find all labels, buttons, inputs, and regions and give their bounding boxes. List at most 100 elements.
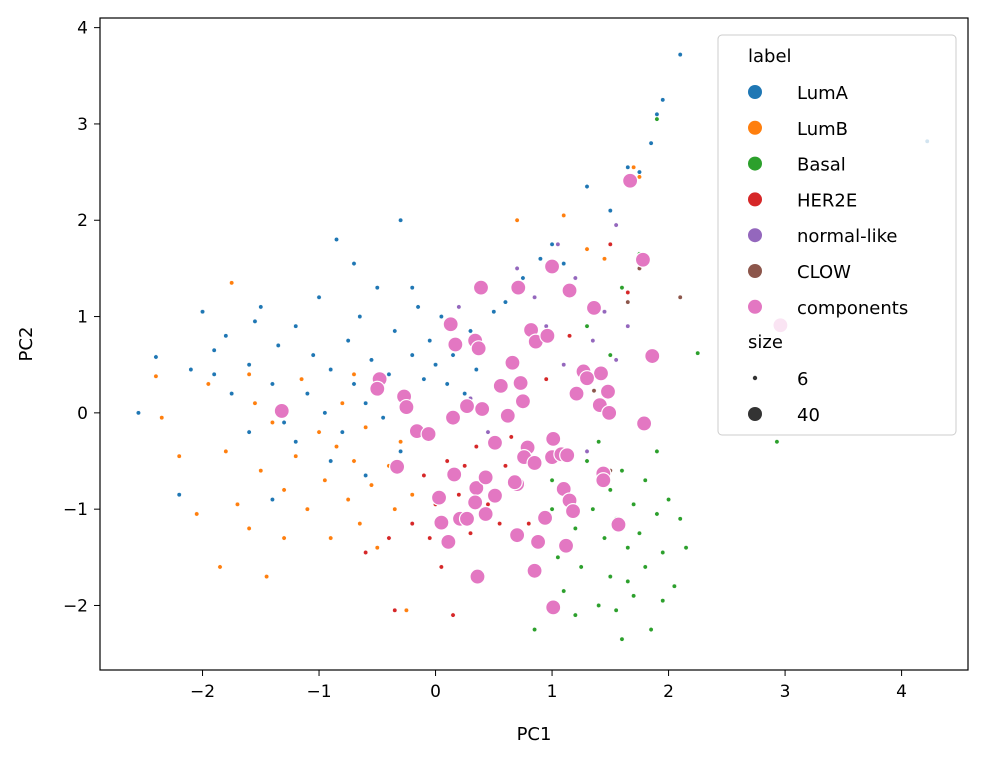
- data-point: [536, 509, 554, 526]
- x-tick-label: −1: [307, 682, 332, 702]
- data-point: [503, 463, 508, 469]
- data-point: [625, 299, 631, 305]
- data-point: [369, 357, 374, 363]
- data-point: [666, 497, 672, 502]
- data-point: [590, 338, 596, 344]
- data-point: [398, 439, 404, 445]
- x-tick-label: −2: [190, 682, 215, 702]
- data-point: [636, 530, 642, 536]
- data-point: [636, 415, 653, 432]
- data-point: [601, 404, 618, 421]
- data-point: [293, 323, 299, 329]
- data-point: [625, 323, 631, 329]
- legend-box: [717, 34, 957, 436]
- data-point: [468, 328, 473, 334]
- data-point: [595, 472, 612, 489]
- data-point: [642, 477, 648, 483]
- data-point: [450, 352, 456, 358]
- data-point: [510, 279, 527, 296]
- data-point: [503, 299, 508, 305]
- data-point: [447, 336, 464, 353]
- data-point: [520, 275, 526, 281]
- data-point: [420, 425, 437, 443]
- legend-label: normal-like: [797, 226, 897, 247]
- data-point: [602, 256, 607, 262]
- data-point: [473, 444, 479, 450]
- data-point: [671, 583, 677, 589]
- data-point: [211, 371, 217, 377]
- data-point: [491, 309, 497, 315]
- data-point: [258, 304, 264, 310]
- data-point: [526, 562, 543, 579]
- data-point: [462, 463, 468, 469]
- data-point: [351, 261, 357, 267]
- data-point: [176, 492, 182, 498]
- axes-frame: [99, 17, 969, 671]
- data-point: [246, 362, 252, 368]
- data-point: [636, 174, 642, 180]
- data-point: [421, 376, 427, 382]
- data-point: [660, 97, 666, 103]
- data-point: [246, 525, 252, 531]
- data-point: [269, 381, 275, 387]
- data-point: [438, 314, 444, 320]
- data-point: [557, 537, 575, 554]
- data-point: [607, 241, 613, 247]
- data-point: [458, 510, 476, 527]
- data-point: [380, 415, 386, 421]
- legend-marker: [748, 299, 762, 314]
- data-point: [610, 516, 627, 533]
- data-point: [304, 506, 310, 512]
- data-point: [486, 487, 504, 504]
- data-point: [514, 217, 520, 223]
- y-tick-label: −2: [63, 596, 88, 616]
- data-point: [468, 530, 473, 536]
- data-point: [293, 453, 299, 459]
- data-point: [456, 492, 462, 498]
- legend-size-marker: [748, 407, 762, 421]
- data-point: [374, 285, 380, 291]
- data-point: [572, 525, 578, 531]
- data-point: [430, 489, 448, 506]
- series-LumB: [153, 164, 642, 613]
- data-point: [351, 458, 357, 464]
- data-point: [334, 444, 339, 450]
- data-point: [427, 535, 433, 541]
- data-point: [607, 487, 613, 493]
- data-point: [217, 564, 223, 570]
- legend-marker: [748, 264, 762, 278]
- data-point: [613, 357, 619, 363]
- data-point: [409, 285, 415, 291]
- data-point: [590, 506, 596, 512]
- x-tick-label: 1: [547, 682, 558, 702]
- data-point: [339, 400, 345, 406]
- data-point: [619, 636, 625, 642]
- data-point: [591, 388, 597, 394]
- data-point: [322, 477, 328, 483]
- data-point: [450, 612, 456, 618]
- data-point: [446, 466, 463, 483]
- data-point: [596, 603, 602, 608]
- data-point: [506, 474, 523, 491]
- data-point: [458, 398, 476, 415]
- data-point: [526, 521, 532, 527]
- data-point: [555, 554, 561, 560]
- data-point: [345, 338, 351, 344]
- data-point: [497, 521, 503, 527]
- data-point: [543, 258, 561, 275]
- data-point: [310, 352, 316, 358]
- data-point: [561, 282, 578, 299]
- data-point: [246, 429, 252, 435]
- legend-label: HER2E: [797, 190, 857, 211]
- data-point: [135, 410, 141, 416]
- data-point: [625, 578, 631, 584]
- data-point: [470, 340, 487, 357]
- data-point: [205, 381, 211, 387]
- data-point: [549, 241, 555, 247]
- data-point: [363, 424, 369, 430]
- data-point: [592, 365, 610, 382]
- data-point: [492, 377, 509, 394]
- x-tick-label: 4: [896, 682, 907, 702]
- data-point: [584, 458, 590, 464]
- data-point: [585, 299, 603, 316]
